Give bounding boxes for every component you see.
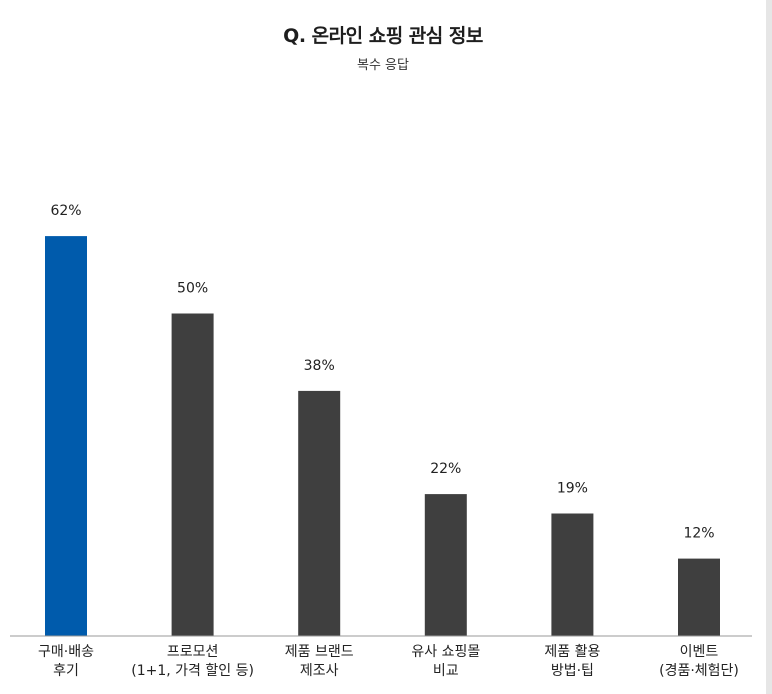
value-label-2: 50% [177, 281, 208, 297]
category-label-1-line-2: 후기 [53, 663, 79, 679]
bar-2 [172, 314, 214, 637]
category-label-1-line-1: 구매·배송 [38, 644, 94, 660]
value-label-5: 19% [557, 481, 588, 497]
category-label-4-line-2: 비교 [433, 663, 459, 679]
bar-4 [425, 494, 467, 636]
category-label-6-line-2: (경품·체험단) [659, 663, 739, 679]
bar-3 [298, 391, 340, 636]
value-labels: 62% 50% 38% 22% 19% 12% [50, 203, 714, 541]
right-edge-strip [766, 0, 772, 694]
bar-6 [678, 559, 720, 636]
category-label-6-line-1: 이벤트 [680, 644, 719, 660]
category-label-3-line-1: 제품 브랜드 [285, 644, 354, 660]
category-label-5-line-2: 방법·팁 [551, 663, 594, 679]
category-label-2-line-1: 프로모션 [167, 644, 219, 660]
category-label-2-line-2: (1+1, 가격 할인 등) [131, 663, 254, 679]
bar-5 [551, 514, 593, 637]
bar-1 [45, 236, 87, 636]
category-label-4-line-1: 유사 쇼핑몰 [411, 644, 480, 660]
category-label-5-line-1: 제품 활용 [544, 644, 600, 660]
value-label-4: 22% [430, 461, 461, 477]
bars [45, 236, 720, 636]
value-label-6: 12% [683, 526, 714, 542]
category-label-3-line-2: 제조사 [300, 663, 339, 679]
value-label-3: 38% [304, 358, 335, 374]
value-label-1: 62% [50, 203, 81, 219]
